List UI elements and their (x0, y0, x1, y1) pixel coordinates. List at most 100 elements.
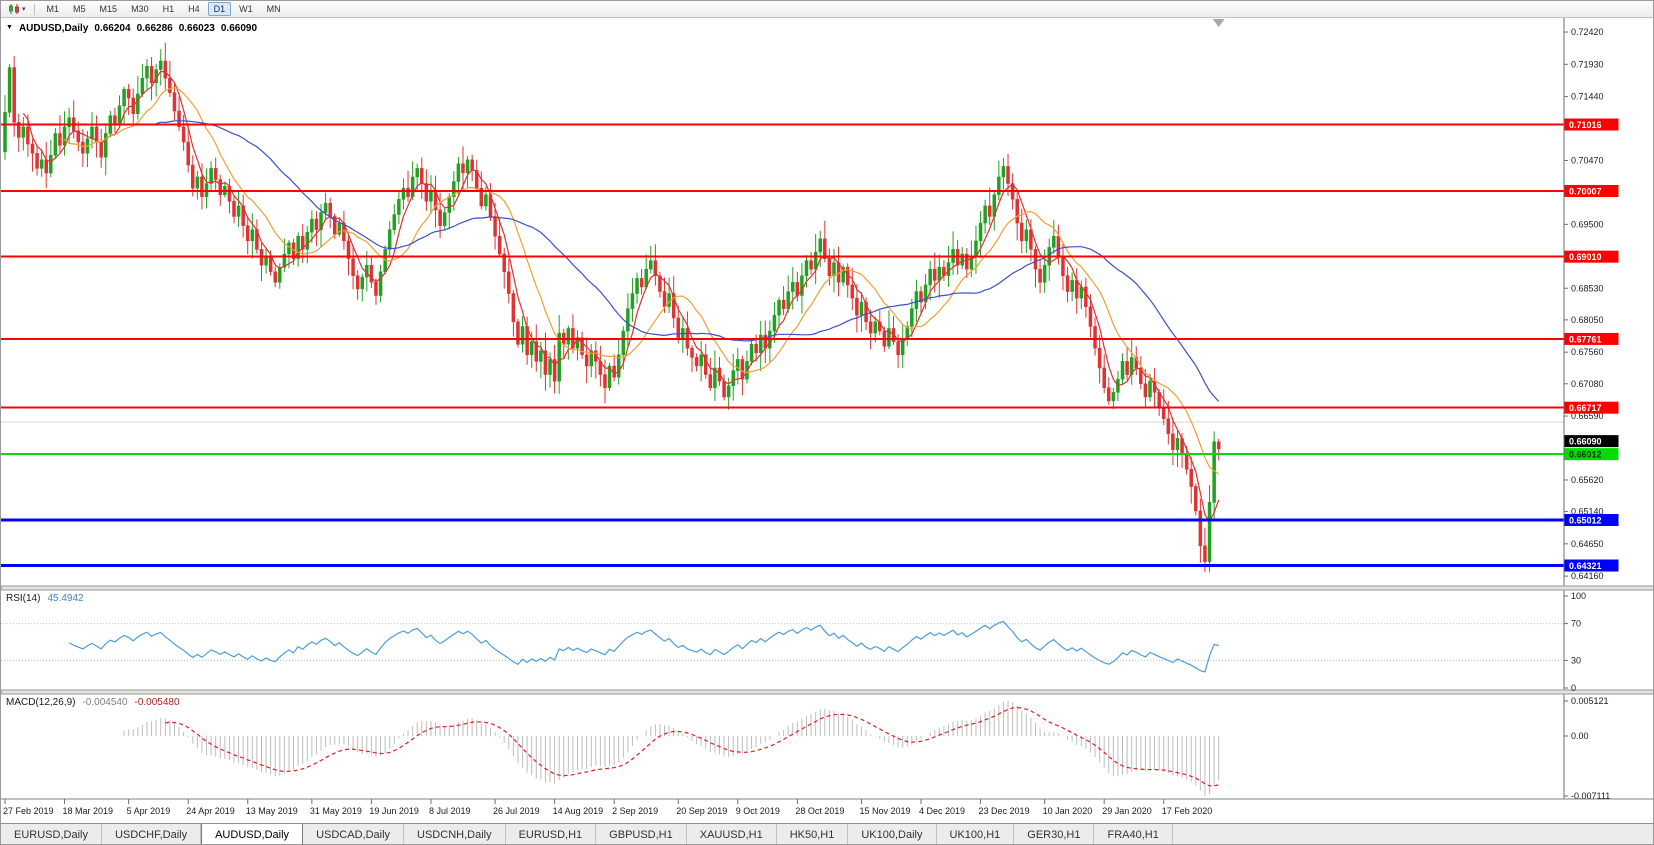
price-tag-0.70007 (1564, 184, 1619, 197)
price-tick-label: 0.65620 (1571, 475, 1604, 485)
timeframe-buttons: M1 M5 M15 M30 H1 H4 D1 W1 MN (40, 2, 288, 16)
price-tick-label: 0.67080 (1571, 379, 1604, 389)
macd-label: MACD(12,26,9) -0.004540 -0.005480 (6, 697, 180, 708)
macd-axis[interactable]: 0.005121 0.00 -0.007111 (1564, 696, 1610, 801)
price-tag-0.71016 (1564, 118, 1619, 131)
rsi-axis[interactable]: 100 70 30 0 (1564, 591, 1586, 693)
rsi-label: RSI(14) 45.4942 (6, 593, 84, 604)
price-tick-label: 0.72420 (1571, 27, 1604, 37)
rsi-tick-label: 70 (1571, 619, 1581, 629)
time-axis[interactable]: 27 Feb 2019 18 Mar 2019 5 Apr 2019 24 Apr 2… (3, 799, 1212, 816)
date-tick-label: 26 Jul 2019 (493, 806, 540, 816)
macd-tick-label: 0.005121 (1571, 696, 1609, 706)
tab-hk50-h1[interactable]: HK50,H1 (777, 824, 849, 844)
tab-uk100-h1[interactable]: UK100,H1 (937, 824, 1015, 844)
timeframe-button-mn[interactable]: MN (266, 4, 281, 14)
tab-uk100-daily[interactable]: UK100,Daily (848, 824, 937, 844)
svg-text:0.70007: 0.70007 (1569, 186, 1602, 196)
chart-type-dropdown-icon[interactable]: ▾ (22, 5, 26, 13)
chart-window: 0.72420 0.71930 0.71440 0.70470 0.69500 0.685… (1, 18, 1654, 823)
price-tick-label: 0.68530 (1571, 283, 1604, 293)
timeframe-button-h4[interactable]: H4 (188, 4, 200, 14)
date-tick-label: 20 Sep 2019 (676, 806, 727, 816)
date-tick-label: 29 Jan 2020 (1102, 806, 1152, 816)
timeframe-button-m30[interactable]: M30 (131, 4, 149, 14)
timeframe-button-m15[interactable]: M15 (99, 4, 118, 14)
date-tick-label: 5 Apr 2019 (127, 806, 171, 816)
ohlc-close: 0.66090 (220, 23, 258, 34)
panel-divider[interactable] (1, 689, 1654, 695)
tab-usdcnh-daily[interactable]: USDCNH,Daily (404, 824, 506, 844)
date-tick-label: 2 Sep 2019 (612, 806, 658, 816)
price-tick-label: 0.69500 (1571, 219, 1604, 229)
tab-fra40-h1[interactable]: FRA40,H1 (1094, 824, 1173, 844)
rsi-line (68, 620, 1219, 673)
tab-audusd-daily[interactable]: AUDUSD,Daily (201, 824, 304, 844)
macd-tick-label: 0.00 (1571, 731, 1589, 741)
date-tick-label: 4 Dec 2019 (919, 806, 965, 816)
date-tick-label: 28 Oct 2019 (795, 806, 844, 816)
symbol-dropdown-icon[interactable]: ▼ (6, 24, 13, 31)
timeframe-button-m5[interactable]: M5 (73, 4, 86, 14)
price-axis[interactable]: 0.72420 0.71930 0.71440 0.70470 0.69500 0.685… (1564, 27, 1604, 581)
tab-usdchf-daily[interactable]: USDCHF,Daily (102, 824, 202, 844)
svg-text:0.65012: 0.65012 (1569, 515, 1602, 525)
tab-xauusd-h1[interactable]: XAUUSD,H1 (687, 824, 777, 844)
date-tick-label: 18 Mar 2019 (63, 806, 114, 816)
chart-canvas[interactable]: 0.72420 0.71930 0.71440 0.70470 0.69500 0.685… (1, 18, 1654, 823)
macd-signal-line (165, 706, 1219, 787)
chart-header: ▼ AUDUSD,Daily 0.66204 0.66286 0.66023 0… (6, 23, 257, 34)
rsi-tick-label: 0 (1571, 683, 1576, 693)
svg-text:0.67761: 0.67761 (1569, 334, 1602, 344)
svg-text:0.66717: 0.66717 (1569, 403, 1602, 413)
price-tick-label: 0.64650 (1571, 539, 1604, 549)
price-tag-0.66717 (1564, 401, 1619, 414)
price-tick-label: 0.64160 (1571, 571, 1604, 581)
tab-ger30-h1[interactable]: GER30,H1 (1014, 824, 1095, 844)
svg-text:0.69010: 0.69010 (1569, 252, 1602, 262)
macd-tick-label: -0.007111 (1571, 791, 1610, 801)
tab-eurusd-h1[interactable]: EURUSD,H1 (506, 824, 597, 844)
timeframe-button-w1[interactable]: W1 (239, 4, 253, 14)
tab-eurusd-daily[interactable]: EURUSD,Daily (1, 824, 102, 844)
chart-type-button[interactable]: ▾ (5, 2, 29, 17)
rsi-tick-label: 30 (1571, 655, 1581, 665)
ohlc-high: 0.66286 (136, 23, 173, 34)
svg-text:0.64321: 0.64321 (1569, 561, 1602, 571)
price-tick-label: 0.65140 (1571, 507, 1604, 517)
timeframe-toolbar: ▾ M1 M5 M15 M30 H1 H4 D1 W1 MN (1, 1, 1653, 18)
timeframe-button-h1[interactable]: H1 (162, 4, 175, 14)
rsi-tick-label: 100 (1571, 591, 1586, 601)
price-tick-label: 0.68050 (1571, 315, 1604, 325)
timeframe-button-m1[interactable]: M1 (46, 4, 60, 14)
tab-gbpusd-h1[interactable]: GBPUSD,H1 (596, 824, 687, 844)
macd-indicator-value-signal: -0.005480 (134, 697, 180, 708)
rsi-indicator-value: 45.4942 (47, 593, 84, 604)
date-tick-label: 31 May 2019 (310, 806, 362, 816)
macd-indicator-value-main: -0.004540 (82, 697, 128, 708)
date-tick-label: 19 Jun 2019 (369, 806, 419, 816)
ma-line-mid (59, 87, 1220, 475)
date-tick-label: 13 May 2019 (246, 806, 298, 816)
date-tick-label: 8 Jul 2019 (429, 806, 471, 816)
panel-divider[interactable] (1, 585, 1654, 591)
macd-indicator-name: MACD(12,26,9) (6, 697, 76, 708)
chart-shift-marker-icon[interactable] (1212, 19, 1225, 27)
date-tick-label: 17 Feb 2020 (1162, 806, 1213, 816)
price-tag-0.67761 (1564, 332, 1619, 345)
rsi-indicator-name: RSI(14) (6, 593, 41, 604)
chart-symbol-period: AUDUSD,Daily (18, 23, 89, 34)
timeframe-button-d1[interactable]: D1 (207, 2, 232, 16)
price-tick-label: 0.67560 (1571, 347, 1604, 357)
price-tag-0.69010 (1564, 250, 1619, 263)
tab-usdcad-daily[interactable]: USDCAD,Daily (303, 824, 405, 844)
price-tick-label: 0.70470 (1571, 155, 1604, 165)
date-tick-label: 15 Nov 2019 (859, 806, 910, 816)
date-tick-label: 24 Apr 2019 (186, 806, 235, 816)
ma-line-fast (22, 70, 1220, 523)
candlestick-chart-icon (9, 4, 19, 14)
svg-text:0.66012: 0.66012 (1569, 450, 1602, 460)
price-tag-0.66012 (1564, 448, 1619, 461)
svg-text:0.66090: 0.66090 (1569, 437, 1602, 447)
